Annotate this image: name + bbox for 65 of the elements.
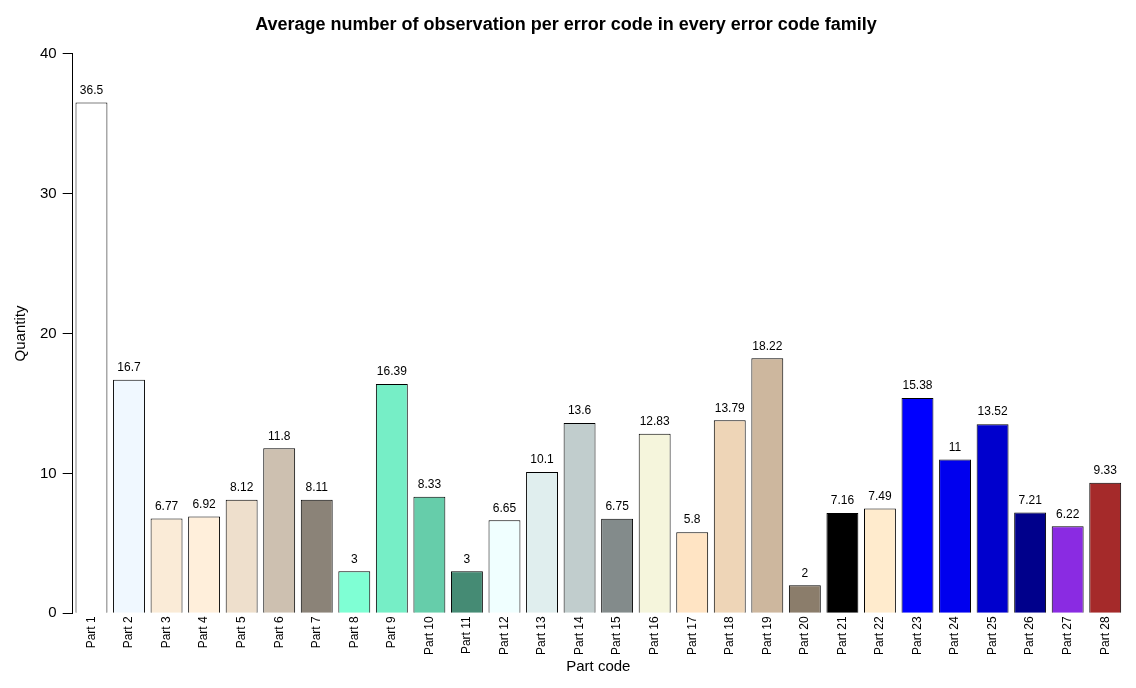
data-label: 11.8 (267, 428, 291, 443)
x-tick-label: Part 24 (947, 616, 962, 656)
x-tick-label: Part 16 (646, 616, 661, 656)
x-tick-label: Part 25 (984, 616, 999, 656)
x-tick-label: Part 15 (609, 616, 624, 656)
data-label: 3 (463, 551, 471, 566)
x-tick-label: Part 22 (872, 616, 887, 656)
data-label: 8.11 (305, 480, 329, 495)
data-label: 36.5 (79, 82, 104, 97)
x-tick-label: Part 26 (1022, 616, 1037, 656)
x-tick-label: Part 8 (346, 615, 361, 649)
data-label: 6.22 (1056, 506, 1080, 521)
x-tick-label: Part 4 (196, 615, 211, 649)
data-label: 8.12 (229, 480, 254, 494)
data-label: 2 (801, 565, 809, 580)
x-tick-label: Part 17 (684, 616, 699, 656)
x-tick-label: Part 5 (233, 615, 248, 649)
data-label: 6.92 (192, 496, 217, 511)
data-label: 6.75 (605, 499, 630, 514)
x-tick-label: Part 7 (309, 615, 324, 649)
data-label: 5.8 (683, 512, 701, 527)
x-tick-label: Part 20 (797, 616, 812, 656)
data-label: 16.7 (117, 359, 142, 374)
data-label: 7.21 (1018, 492, 1043, 507)
x-tick-label: Part 19 (759, 616, 774, 656)
x-tick-label: Part 9 (384, 615, 399, 649)
data-label: 18.22 (752, 338, 783, 353)
data-label: 10.1 (530, 452, 555, 467)
data-label: 11 (948, 439, 962, 454)
y-tick-label: 0 (48, 603, 57, 621)
y-tick-label: 10 (40, 463, 57, 481)
y-axis-title: Quantity (11, 305, 29, 362)
data-label: 6.77 (154, 498, 179, 513)
chart-title: Average number of observation per error code in every error code family (255, 13, 877, 34)
data-label: 13.6 (567, 403, 592, 418)
y-tick-label: 20 (40, 323, 57, 341)
data-label: 6.65 (492, 500, 517, 515)
x-tick-label: Part 1 (83, 615, 98, 649)
x-tick-label: Part 18 (722, 616, 737, 656)
x-tick-label: Part 13 (534, 616, 549, 656)
data-label: 15.38 (902, 378, 933, 393)
bar (826, 513, 859, 613)
x-tick-label: Part 23 (909, 616, 924, 656)
data-label: 9.33 (1093, 463, 1118, 478)
data-label: 3 (350, 551, 358, 566)
x-tick-label: Part 6 (271, 615, 286, 649)
x-tick-label: Part 14 (571, 616, 586, 656)
data-label: 12.83 (639, 414, 670, 429)
x-tick-label: Part 3 (158, 615, 173, 649)
data-label: 8.33 (417, 477, 442, 492)
y-tick-label: 40 (40, 43, 57, 61)
x-tick-label: Part 11 (459, 616, 474, 655)
y-tick-label: 30 (40, 183, 57, 201)
data-label: 13.79 (714, 400, 746, 415)
x-tick-label: Part 21 (834, 616, 849, 656)
data-label: 7.16 (830, 493, 855, 508)
x-tick-label: Part 28 (1097, 616, 1112, 656)
x-tick-label: Part 10 (421, 616, 436, 656)
data-label: 7.49 (868, 488, 892, 503)
data-label: 13.52 (977, 404, 1008, 419)
x-tick-label: Part 27 (1059, 616, 1074, 656)
x-tick-label: Part 2 (121, 615, 136, 649)
x-tick-label: Part 12 (496, 616, 511, 656)
x-axis-title: Part code (566, 657, 631, 675)
data-label: 16.39 (376, 364, 408, 379)
